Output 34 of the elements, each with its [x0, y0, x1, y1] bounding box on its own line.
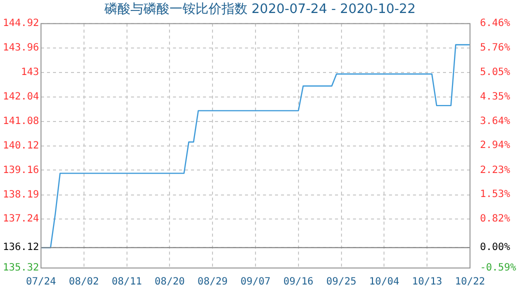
- y-tick-label: 144.92: [2, 18, 39, 30]
- y2-tick-label: 3.64%: [480, 116, 510, 127]
- y2-tick-label: 0.00%: [480, 242, 510, 254]
- x-tick-label: 09/25: [326, 276, 356, 288]
- x-tick-label: 08/20: [154, 276, 185, 288]
- x-tick-label: 10/04: [369, 276, 400, 288]
- y-tick-label: 143: [20, 67, 39, 78]
- y-tick-label: 138.19: [2, 190, 39, 201]
- x-tick-label: 08/02: [68, 276, 99, 288]
- y2-tick-label: 2.94%: [480, 140, 510, 152]
- x-tick-label: 09/16: [283, 276, 314, 288]
- y2-tick-label: 5.05%: [480, 67, 510, 78]
- y-tick-label: 136.12: [2, 242, 39, 254]
- x-tick-label: 07/24: [26, 276, 56, 288]
- x-tick-label: 10/13: [412, 276, 442, 288]
- y2-tick-label: 0.82%: [480, 214, 510, 225]
- y2-tick-label: 6.46%: [480, 18, 510, 30]
- y2-tick-label: 4.35%: [480, 91, 510, 102]
- y-tick-label: 135.32: [2, 262, 39, 274]
- x-tick-label: 08/11: [112, 276, 142, 288]
- y-tick-label: 140.12: [2, 140, 39, 152]
- y2-tick-label: 1.53%: [480, 189, 510, 200]
- y-tick-label: 141.08: [2, 116, 39, 127]
- x-tick-label: 09/07: [240, 276, 271, 288]
- x-tick-label: 10/22: [454, 276, 486, 288]
- y2-tick-label: -0.59%: [480, 262, 516, 274]
- y2-tick-label: 5.76%: [480, 42, 510, 54]
- x-tick-label: 08/29: [198, 276, 228, 288]
- y-tick-label: 137.24: [2, 214, 39, 225]
- chart-title: 磷酸与磷酸一铵比价指数 2020-07-24 - 2020-10-22: [103, 2, 416, 18]
- y-tick-label: 143.96: [2, 42, 39, 54]
- y2-tick-label: 2.23%: [480, 164, 510, 176]
- y-tick-label: 142.04: [2, 92, 39, 103]
- y-tick-label: 139.16: [2, 164, 39, 176]
